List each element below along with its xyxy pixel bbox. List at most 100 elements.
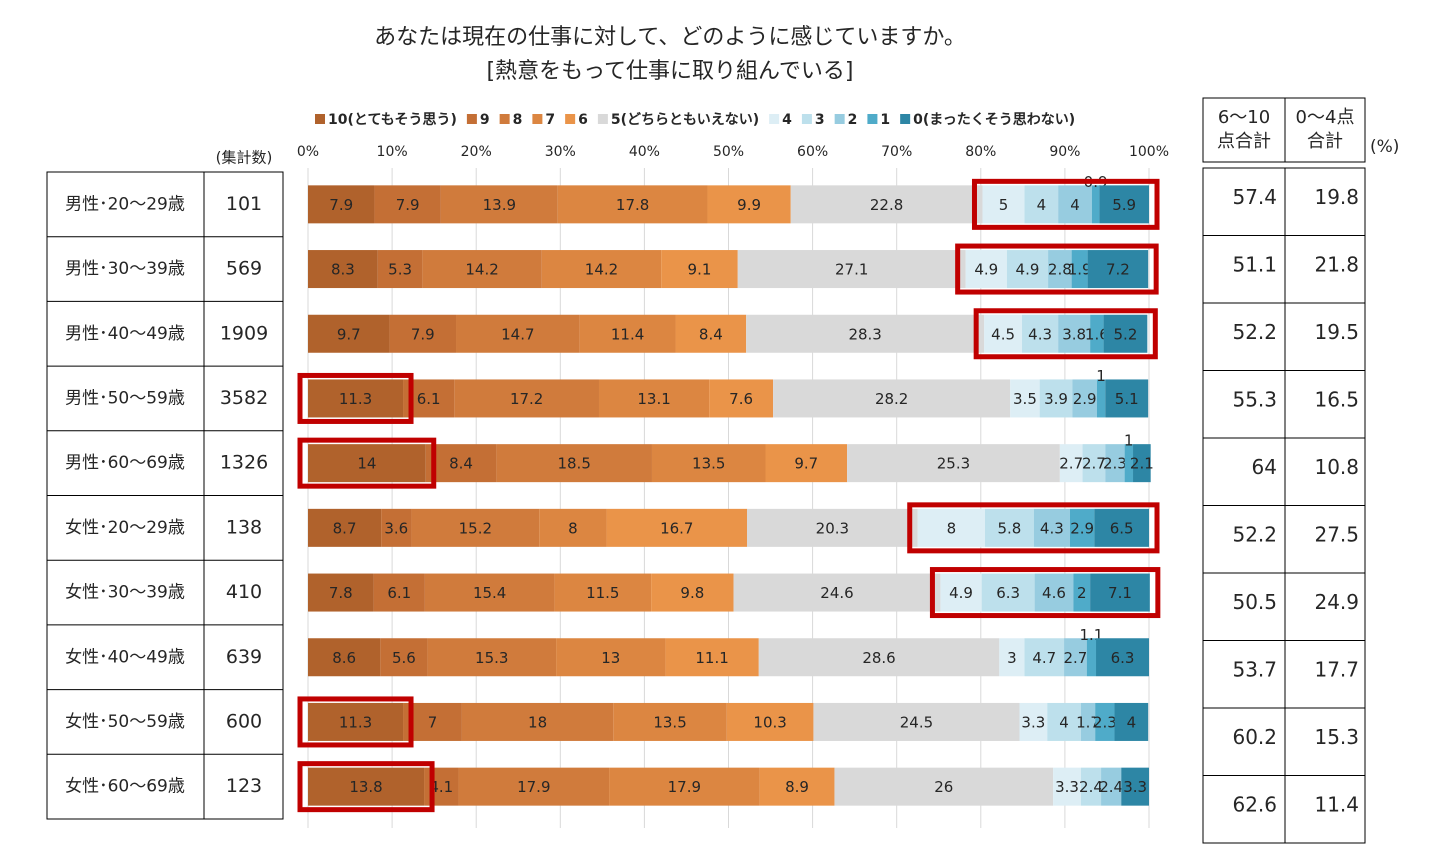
data-label: 14.7 xyxy=(501,325,534,343)
data-label: 3.5 xyxy=(1013,390,1037,408)
row-label: 女性･50～59歳 xyxy=(65,712,185,732)
legend-label: 2 xyxy=(848,112,858,128)
highlight-box xyxy=(973,308,1158,360)
data-label: 27.1 xyxy=(835,261,868,279)
x-tick-label: 0% xyxy=(297,144,319,160)
data-label: 7.1 xyxy=(1108,584,1132,602)
legend-label: 5(どちらともいえない) xyxy=(611,112,759,128)
data-label: 4 xyxy=(1059,713,1069,731)
bar-segment xyxy=(665,638,759,677)
bar-segment xyxy=(1039,379,1073,418)
data-label: 13.1 xyxy=(637,390,670,408)
data-label: 13.5 xyxy=(692,455,725,473)
bar-segment xyxy=(1096,379,1106,418)
legend-swatch xyxy=(597,114,608,124)
legend-label: 1 xyxy=(880,112,890,128)
data-label: 14.2 xyxy=(585,261,618,279)
bar-segment xyxy=(425,444,497,483)
summary-header-label: 点合計 xyxy=(1217,131,1271,152)
legend-swatch xyxy=(466,114,477,124)
bar-segment xyxy=(1091,185,1100,224)
data-label: 11.1 xyxy=(695,649,728,667)
data-label: 28.6 xyxy=(862,649,895,667)
bar-segment xyxy=(917,508,986,547)
bar-segment xyxy=(985,508,1034,547)
bar-segment xyxy=(1095,702,1115,741)
data-label: 13.8 xyxy=(349,778,382,796)
bar-segment xyxy=(999,638,1025,677)
summary-value: 19.8 xyxy=(1314,185,1359,209)
bar-segment xyxy=(737,250,966,289)
bar-segment xyxy=(1022,314,1059,353)
data-label: 2.7 xyxy=(1059,455,1083,473)
data-label: 9.9 xyxy=(737,196,761,214)
data-label: 4.9 xyxy=(974,261,998,279)
bar-segment xyxy=(651,573,734,612)
summary-value: 53.7 xyxy=(1232,657,1277,681)
data-label: 6.3 xyxy=(996,584,1020,602)
data-label: 22.8 xyxy=(870,196,903,214)
x-tick-label: 80% xyxy=(965,144,996,160)
data-label: 4 xyxy=(1037,196,1047,214)
legend-label: 4 xyxy=(782,112,792,128)
bar-segment xyxy=(982,185,1025,224)
bar-segment xyxy=(813,702,1020,741)
summary-value: 17.7 xyxy=(1314,657,1359,681)
data-label: 8.6 xyxy=(332,649,356,667)
bar-segment xyxy=(758,638,1000,677)
summary-value: 50.5 xyxy=(1232,590,1277,614)
bar-segment xyxy=(675,314,747,353)
data-label: 2.1 xyxy=(1130,455,1154,473)
bar-segment xyxy=(598,379,710,418)
data-label: 3.3 xyxy=(1021,713,1045,731)
data-label: 5.6 xyxy=(392,649,416,667)
count-value: 1909 xyxy=(220,322,268,344)
bar-segment xyxy=(1121,767,1149,806)
bar-segment xyxy=(456,314,580,353)
legend-swatch xyxy=(315,114,325,124)
bar-segment xyxy=(1059,444,1083,483)
bar-segment xyxy=(422,250,542,289)
bar-segment xyxy=(557,185,708,224)
summary-header-label: 合計 xyxy=(1307,131,1343,152)
highlight-box xyxy=(297,696,414,748)
bar-segment xyxy=(461,702,614,741)
summary-value: 27.5 xyxy=(1314,522,1359,546)
bar-segment xyxy=(380,638,428,677)
legend-label: 0(まったくそう思わない) xyxy=(913,112,1075,128)
bar-segment xyxy=(1024,638,1065,677)
summary-header xyxy=(1202,97,1366,163)
data-label: 15.3 xyxy=(475,649,508,667)
row-label: 男性･50～59歳 xyxy=(65,388,185,408)
data-label: 7 xyxy=(428,713,438,731)
summary-value: 57.4 xyxy=(1232,185,1277,209)
x-tick-label: 70% xyxy=(881,144,912,160)
data-label: 6.1 xyxy=(387,584,411,602)
bar-segment xyxy=(613,702,727,741)
summary-value: 21.8 xyxy=(1314,252,1359,276)
bar-segment xyxy=(790,185,983,224)
bar-segment xyxy=(308,638,381,677)
data-label: 3.6 xyxy=(384,519,408,537)
bar-segment xyxy=(1024,185,1059,224)
data-label: 1 xyxy=(1124,432,1134,450)
bar-segment xyxy=(539,508,607,547)
data-label: 6.1 xyxy=(417,390,441,408)
legend-label: 7 xyxy=(545,112,555,128)
highlight-box xyxy=(955,243,1159,295)
chart-subtitle: [熱意をもって仕事に取り組んでいる] xyxy=(487,59,854,84)
data-label: 8.4 xyxy=(449,455,473,473)
row-label: 男性･60～69歳 xyxy=(65,453,185,473)
bar-segment xyxy=(661,250,738,289)
summary-value: 52.2 xyxy=(1232,320,1277,344)
x-tick-label: 20% xyxy=(461,144,492,160)
data-label: 8 xyxy=(947,519,957,537)
legend-swatch xyxy=(834,114,845,124)
data-label: 2 xyxy=(1077,584,1087,602)
x-tick-label: 90% xyxy=(1049,144,1080,160)
data-label: 6.3 xyxy=(1111,649,1135,667)
bar-segment xyxy=(1073,573,1091,612)
summary-header-label: 0～4点 xyxy=(1296,107,1355,128)
data-label: 2.7 xyxy=(1082,455,1106,473)
